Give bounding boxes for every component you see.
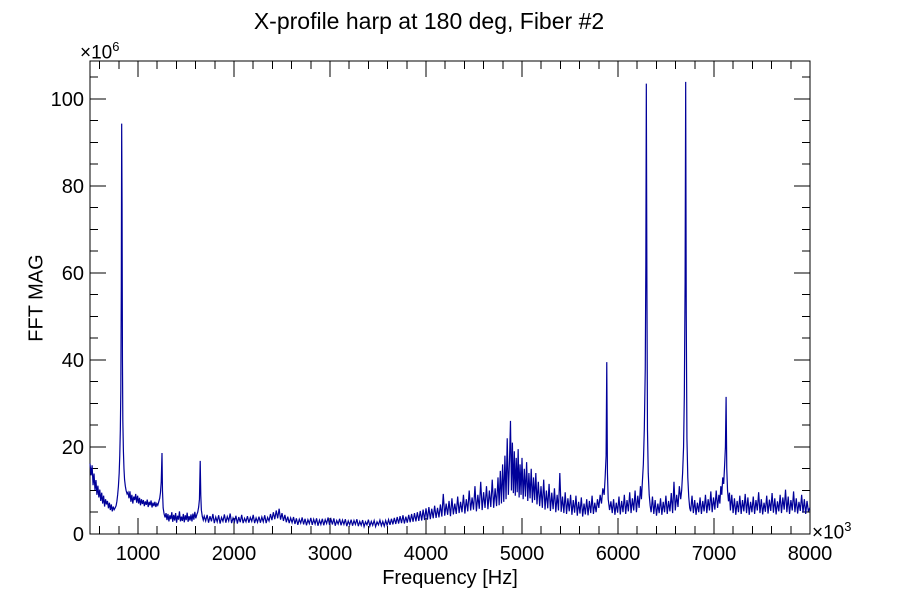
x-tick-label: 1000 bbox=[116, 543, 161, 565]
x-axis-exponent: ×103 bbox=[812, 519, 852, 544]
x-tick-label: 6000 bbox=[596, 543, 641, 565]
x-tick-label: 3000 bbox=[308, 543, 353, 565]
y-tick-label: 100 bbox=[51, 89, 84, 111]
x-tick-label: 4000 bbox=[404, 543, 449, 565]
x-tick-label: 2000 bbox=[212, 543, 257, 565]
spectrum-line bbox=[89, 81, 811, 529]
plot-title: X-profile harp at 180 deg, Fiber #2 bbox=[253, 8, 605, 34]
y-tick-label: 60 bbox=[62, 263, 84, 285]
y-axis-exponent: ×106 bbox=[80, 39, 120, 64]
x-tick-label: 5000 bbox=[500, 543, 545, 565]
x-tick-label: 7000 bbox=[692, 543, 737, 565]
y-tick-label: 40 bbox=[62, 350, 84, 372]
y-tick-label: 20 bbox=[62, 437, 84, 459]
plot-frame bbox=[89, 60, 811, 535]
y-tick-label: 0 bbox=[73, 524, 84, 546]
x-axis-title: Frequency [Hz] bbox=[382, 567, 518, 589]
y-tick-label: 80 bbox=[62, 176, 84, 198]
x-tick-label: 8000 bbox=[788, 543, 833, 565]
y-axis-title: FFT MAG bbox=[25, 254, 48, 342]
